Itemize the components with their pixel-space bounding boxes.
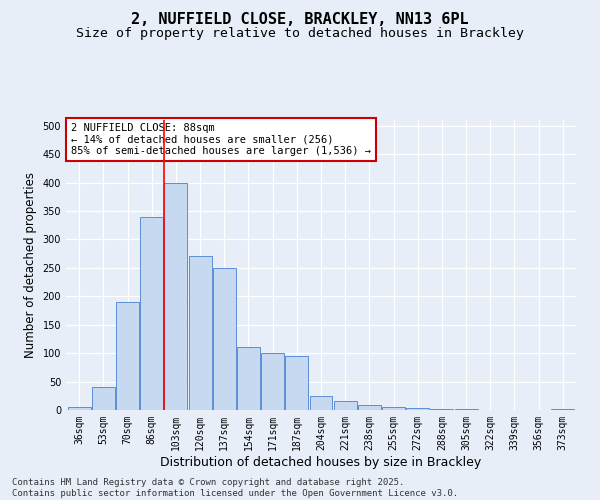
Bar xyxy=(164,182,187,410)
Bar xyxy=(358,406,381,410)
Bar xyxy=(310,396,332,410)
Text: 2, NUFFIELD CLOSE, BRACKLEY, NN13 6PL: 2, NUFFIELD CLOSE, BRACKLEY, NN13 6PL xyxy=(131,12,469,28)
Bar xyxy=(188,256,212,410)
Bar xyxy=(116,302,139,410)
Bar xyxy=(68,407,91,410)
Text: Size of property relative to detached houses in Brackley: Size of property relative to detached ho… xyxy=(76,28,524,40)
Text: Contains HM Land Registry data © Crown copyright and database right 2025.
Contai: Contains HM Land Registry data © Crown c… xyxy=(12,478,458,498)
X-axis label: Distribution of detached houses by size in Brackley: Distribution of detached houses by size … xyxy=(160,456,482,468)
Bar xyxy=(286,356,308,410)
Bar xyxy=(334,402,356,410)
Bar xyxy=(92,388,115,410)
Bar xyxy=(140,216,163,410)
Text: 2 NUFFIELD CLOSE: 88sqm
← 14% of detached houses are smaller (256)
85% of semi-d: 2 NUFFIELD CLOSE: 88sqm ← 14% of detache… xyxy=(71,123,371,156)
Bar xyxy=(382,407,405,410)
Bar xyxy=(213,268,236,410)
Y-axis label: Number of detached properties: Number of detached properties xyxy=(24,172,37,358)
Bar xyxy=(430,409,454,410)
Bar xyxy=(406,408,429,410)
Bar xyxy=(261,353,284,410)
Bar xyxy=(237,348,260,410)
